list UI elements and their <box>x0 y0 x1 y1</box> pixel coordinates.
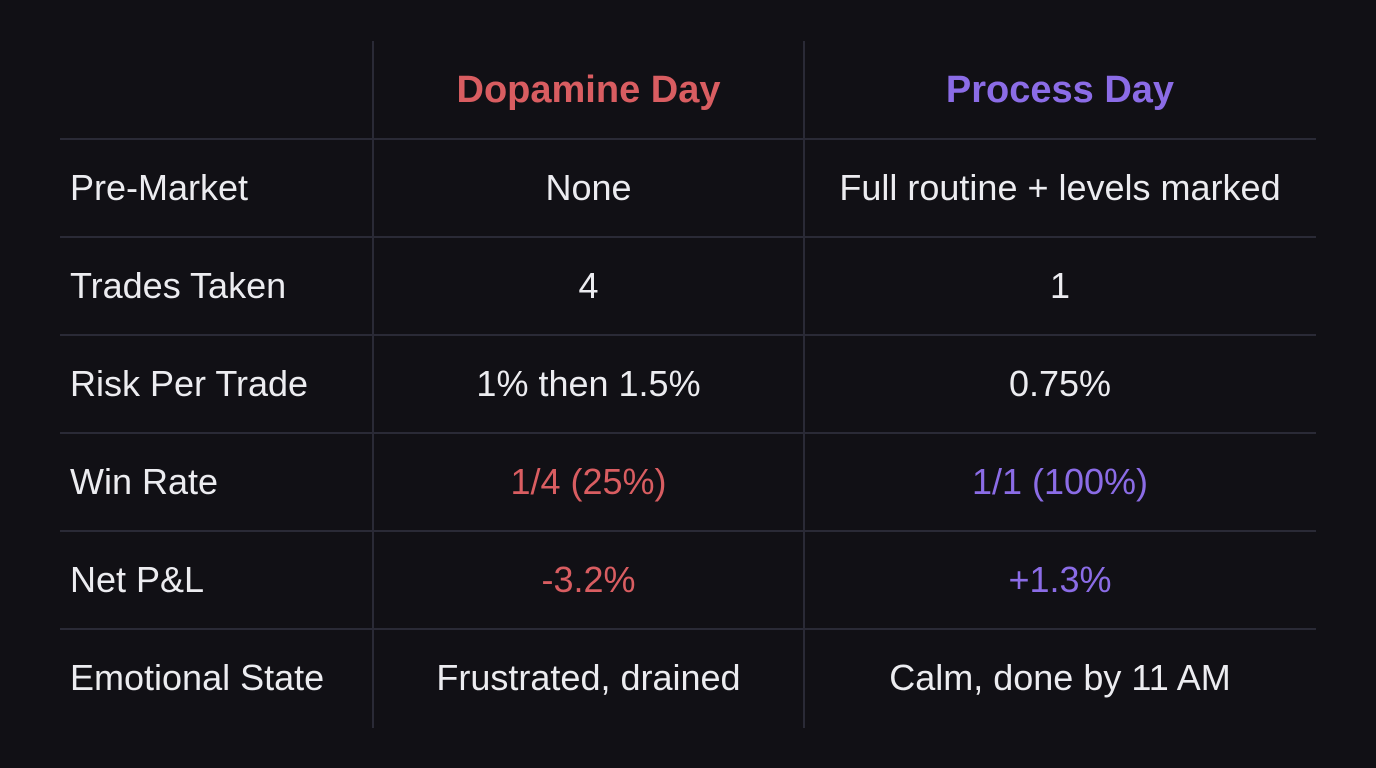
header-row: Dopamine Day Process Day <box>60 41 1316 139</box>
process-value: Full routine + levels marked <box>839 167 1281 208</box>
table-row: Net P&L -3.2% +1.3% <box>60 530 1316 628</box>
header-corner <box>60 41 373 139</box>
process-value: 1/1 (100%) <box>971 461 1149 502</box>
row-label: Trades Taken <box>70 265 287 306</box>
process-value: Calm, done by 11 AM <box>889 657 1231 698</box>
table-row: Risk Per Trade 1% then 1.5% 0.75% <box>60 334 1316 432</box>
table-row: Emotional State Frustrated, drained Calm… <box>60 628 1316 726</box>
dopamine-value: 4 <box>578 265 599 306</box>
process-value: 1 <box>1049 265 1071 306</box>
row-label: Risk Per Trade <box>70 363 309 404</box>
process-value: +1.3% <box>1008 559 1112 600</box>
dopamine-value: -3.2% <box>541 559 636 600</box>
row-label: Win Rate <box>70 461 219 502</box>
row-label: Pre-Market <box>70 167 249 208</box>
dopamine-value: None <box>545 167 632 208</box>
dopamine-value: 1/4 (25%) <box>510 461 667 502</box>
header-dopamine-day: Dopamine Day <box>456 68 721 111</box>
table-row: Pre-Market None Full routine + levels ma… <box>60 138 1316 236</box>
table-row: Win Rate 1/4 (25%) 1/1 (100%) <box>60 432 1316 530</box>
process-value: 0.75% <box>1008 363 1112 404</box>
header-process-day: Process Day <box>945 68 1175 111</box>
dopamine-value: 1% then 1.5% <box>476 363 701 404</box>
row-label: Net P&L <box>70 559 205 600</box>
column-divider <box>372 41 374 728</box>
dopamine-value: Frustrated, drained <box>436 657 741 698</box>
row-label: Emotional State <box>70 657 325 698</box>
table-row: Trades Taken 4 1 <box>60 236 1316 334</box>
column-divider <box>803 41 805 728</box>
comparison-table: Dopamine Day Process Day Pre-Market None… <box>60 41 1316 728</box>
